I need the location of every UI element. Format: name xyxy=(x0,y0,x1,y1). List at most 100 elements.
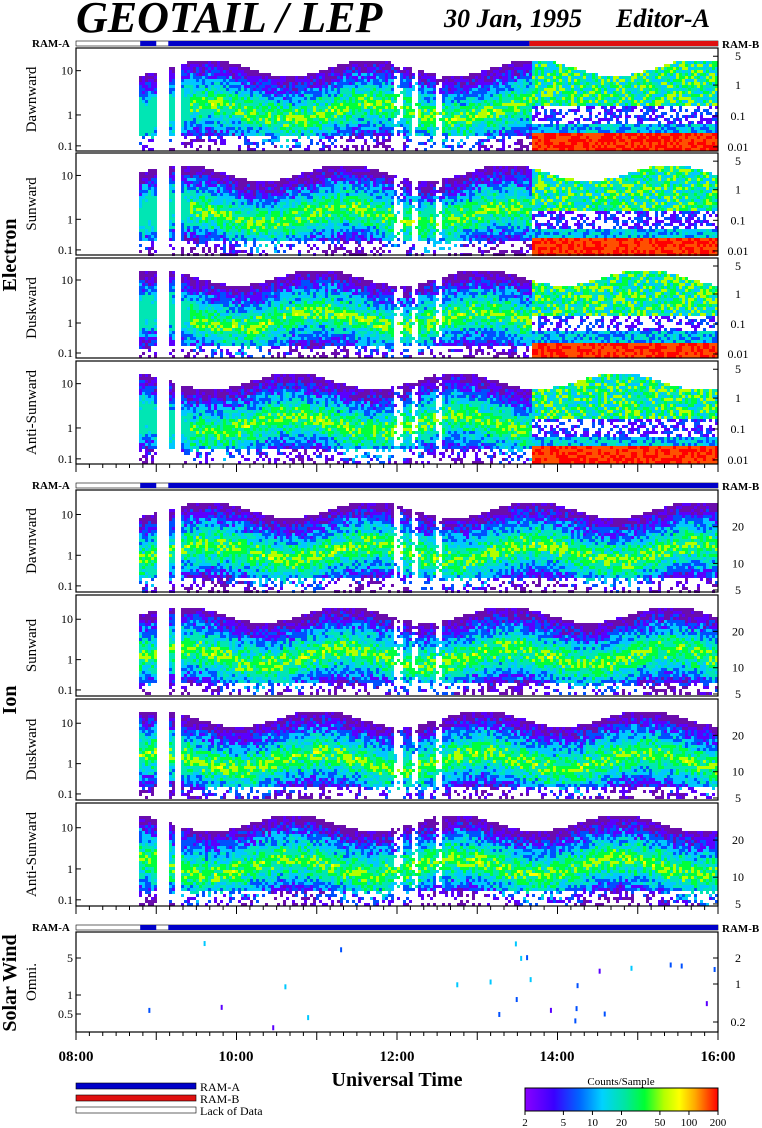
heat-cell xyxy=(580,91,583,94)
heat-cell xyxy=(505,91,508,94)
heat-cell xyxy=(148,220,151,223)
heat-cell xyxy=(598,97,601,100)
heat-cell xyxy=(535,130,538,133)
heat-cell xyxy=(142,94,145,97)
heat-cell xyxy=(208,82,211,85)
heat-cell xyxy=(592,79,595,82)
heat-cell xyxy=(361,97,364,100)
heat-cell xyxy=(658,76,661,79)
heat-cell xyxy=(613,76,616,79)
heat-cell xyxy=(484,139,487,142)
heat-cell xyxy=(577,76,580,79)
heat-cell xyxy=(484,103,487,106)
heat-cell xyxy=(691,133,694,136)
heat-cell xyxy=(532,79,535,82)
heat-cell xyxy=(310,130,313,133)
heat-cell xyxy=(151,220,154,223)
heat-cell xyxy=(502,100,505,103)
heat-cell xyxy=(367,130,370,133)
heat-cell xyxy=(169,94,172,97)
heat-cell xyxy=(379,124,382,127)
heat-cell xyxy=(667,67,670,70)
heat-cell xyxy=(145,145,148,148)
heat-cell xyxy=(271,139,274,142)
heat-cell xyxy=(682,136,685,139)
heat-cell xyxy=(580,94,583,97)
heat-cell xyxy=(304,88,307,91)
heat-cell xyxy=(523,76,526,79)
heat-cell xyxy=(244,88,247,91)
heat-cell xyxy=(619,121,622,124)
heat-cell xyxy=(376,70,379,73)
heat-cell xyxy=(352,118,355,121)
heat-cell xyxy=(205,115,208,118)
heat-cell xyxy=(262,142,265,145)
heat-cell xyxy=(562,148,565,151)
heat-cell xyxy=(307,82,310,85)
heat-cell xyxy=(253,88,256,91)
heat-cell xyxy=(388,64,391,67)
heat-cell xyxy=(388,85,391,88)
heat-cell xyxy=(502,133,505,136)
heat-cell xyxy=(283,121,286,124)
heat-cell xyxy=(604,103,607,106)
heat-cell xyxy=(382,115,385,118)
heat-cell xyxy=(205,205,208,208)
heat-cell xyxy=(184,229,187,232)
heat-cell xyxy=(379,106,382,109)
heat-cell xyxy=(298,109,301,112)
heat-cell xyxy=(196,184,199,187)
heat-cell xyxy=(307,79,310,82)
heat-cell xyxy=(352,121,355,124)
heat-cell xyxy=(544,97,547,100)
heat-cell xyxy=(400,70,403,73)
heat-cell xyxy=(544,82,547,85)
heat-cell xyxy=(589,148,592,151)
heat-cell xyxy=(394,109,397,112)
heat-cell xyxy=(301,82,304,85)
heat-cell xyxy=(217,67,220,70)
heat-cell xyxy=(706,79,709,82)
heat-cell xyxy=(628,145,631,148)
heat-cell xyxy=(472,88,475,91)
heat-cell xyxy=(679,109,682,112)
heat-cell xyxy=(274,88,277,91)
heat-cell xyxy=(364,142,367,145)
heat-cell xyxy=(346,121,349,124)
heat-cell xyxy=(427,103,430,106)
heat-cell xyxy=(187,79,190,82)
heat-cell xyxy=(316,118,319,121)
heat-cell xyxy=(394,112,397,115)
heat-cell xyxy=(424,127,427,130)
heat-cell xyxy=(610,118,613,121)
heat-cell xyxy=(154,226,157,229)
heat-cell xyxy=(418,70,421,73)
heat-cell xyxy=(418,85,421,88)
heat-cell xyxy=(205,133,208,136)
heat-cell xyxy=(445,115,448,118)
heat-cell xyxy=(622,145,625,148)
heat-cell xyxy=(358,106,361,109)
heat-cell xyxy=(487,118,490,121)
heat-cell xyxy=(262,124,265,127)
heat-cell xyxy=(223,85,226,88)
heat-cell xyxy=(142,82,145,85)
heat-cell xyxy=(484,148,487,151)
heat-cell xyxy=(208,130,211,133)
heat-cell xyxy=(184,214,187,217)
heat-cell xyxy=(298,79,301,82)
heat-cell xyxy=(151,238,154,241)
heat-cell xyxy=(319,106,322,109)
heat-cell xyxy=(202,133,205,136)
heat-cell xyxy=(688,94,691,97)
heat-cell xyxy=(679,100,682,103)
heat-cell xyxy=(541,142,544,145)
heat-cell xyxy=(334,139,337,142)
heat-cell xyxy=(574,124,577,127)
heat-cell xyxy=(538,139,541,142)
heat-cell xyxy=(409,130,412,133)
heat-cell xyxy=(214,88,217,91)
heat-cell xyxy=(598,136,601,139)
heat-cell xyxy=(190,70,193,73)
heat-cell xyxy=(361,109,364,112)
